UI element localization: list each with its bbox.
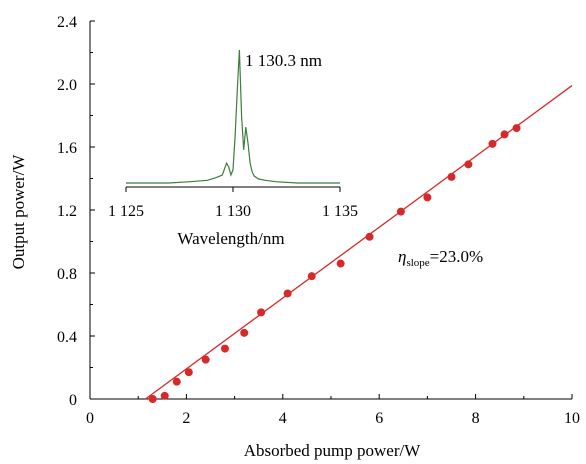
y-tick-label: 0 — [69, 392, 77, 409]
inset-x-tick-label: 1 125 — [108, 203, 144, 220]
x-tick-label: 10 — [564, 410, 580, 427]
data-point — [336, 259, 345, 268]
data-point — [240, 328, 249, 337]
x-tick-label: 8 — [472, 410, 480, 427]
data-point — [447, 172, 456, 181]
data-point — [160, 391, 169, 400]
data-point — [283, 289, 292, 298]
x-tick-label: 6 — [375, 410, 383, 427]
eta-subscript: slope — [406, 257, 429, 269]
data-point — [307, 272, 316, 281]
data-point — [464, 160, 473, 169]
inset-x-tick-label: 1 135 — [322, 203, 358, 220]
y-tick-label: 1.2 — [57, 203, 77, 220]
x-tick-label: 0 — [86, 410, 94, 427]
inset-x-tick-label: 1 130 — [215, 203, 251, 220]
inset-peak-label: 1 130.3 nm — [245, 51, 322, 70]
data-point — [184, 368, 193, 377]
data-point — [148, 395, 157, 403]
data-point — [172, 377, 181, 386]
inset-spectrum: 1 125 1 130 1 135 — [108, 49, 358, 220]
data-point — [201, 355, 210, 364]
slope-annotation: ηslope=23.0% — [398, 247, 483, 269]
y-tick-label: 2.0 — [57, 77, 77, 94]
y-tick-label: 1.6 — [57, 140, 77, 157]
linear-fit-line — [145, 85, 573, 400]
y-tick-label: 0.8 — [57, 266, 77, 283]
data-point — [220, 344, 229, 353]
data-point — [488, 139, 497, 148]
y-tick-label: 0.4 — [57, 329, 77, 346]
slope-value: =23.0% — [430, 247, 484, 266]
x-axis-title: Absorbed pump power/W — [244, 441, 422, 460]
y-axis-title: Output power/W — [9, 154, 28, 270]
x-tick-label: 2 — [182, 410, 190, 427]
data-point — [423, 193, 432, 202]
data-point — [365, 232, 374, 241]
inset-x-axis-title: Wavelength/nm — [177, 229, 284, 248]
data-point — [500, 130, 509, 139]
data-points-layer — [148, 124, 521, 403]
main-axes: 0 2 4 6 8 10 0 0.4 0.8 1.2 1.6 2.0 2.4 — [57, 14, 580, 427]
fit-line-layer — [145, 85, 573, 400]
data-point — [257, 308, 266, 317]
data-point — [396, 207, 405, 216]
eta-symbol: η — [398, 247, 406, 266]
x-tick-label: 4 — [279, 410, 287, 427]
spectrum-line — [126, 49, 340, 184]
y-tick-label: 2.4 — [57, 14, 77, 31]
data-point — [512, 124, 521, 133]
